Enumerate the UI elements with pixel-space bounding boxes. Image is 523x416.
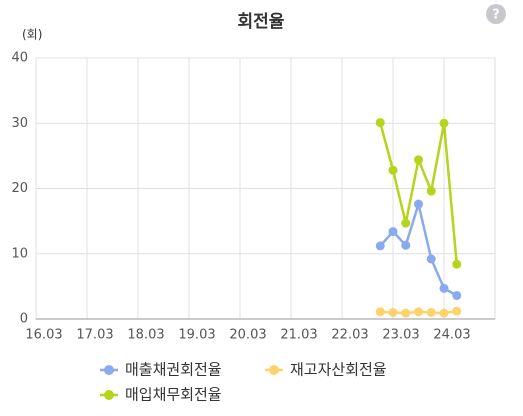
legend-label: 매출채권회전율 <box>125 361 222 379</box>
y-tick-label: 0 <box>20 312 28 327</box>
data-point <box>414 199 423 209</box>
data-point <box>426 307 436 317</box>
y-tick-label: 40 <box>11 51 28 66</box>
data-point <box>401 218 411 228</box>
series-line <box>379 122 458 265</box>
y-axis-label: (회) <box>22 28 42 42</box>
legend-item[interactable]: 재고자산회전율 <box>265 361 387 379</box>
x-tick-label: 17.03 <box>76 328 113 343</box>
data-point <box>388 307 398 317</box>
data-point <box>388 165 398 175</box>
help-circle <box>486 4 506 24</box>
data-point <box>439 118 449 128</box>
x-tick-label: 23.03 <box>382 328 419 343</box>
y-tick-label: 30 <box>11 116 28 131</box>
data-point <box>452 259 462 269</box>
x-tick-label: 21.03 <box>280 328 317 343</box>
help-icon[interactable]: ? <box>486 4 506 24</box>
x-tick-label: 16.03 <box>25 328 62 343</box>
x-tick-label: 19.03 <box>178 328 215 343</box>
legend-item[interactable]: 매출채권회전율 <box>100 361 222 379</box>
data-point <box>439 308 449 318</box>
data-point <box>414 155 423 165</box>
data-point <box>439 283 449 293</box>
chart-title: 회전율 <box>238 12 285 32</box>
legend-label: 재고자산회전율 <box>290 361 387 379</box>
x-tick-label: 20.03 <box>229 328 266 343</box>
legend-marker <box>104 365 114 375</box>
help-glyph: ? <box>492 8 500 23</box>
legend-marker <box>269 365 279 375</box>
legend-marker <box>104 390 114 400</box>
x-tick-label: 24.03 <box>433 328 470 343</box>
data-point <box>401 240 411 250</box>
x-tick-label: 18.03 <box>127 328 164 343</box>
series-line <box>379 199 458 297</box>
data-point <box>375 307 385 317</box>
data-point <box>388 227 398 237</box>
data-point <box>401 308 411 318</box>
data-point <box>375 118 385 128</box>
data-point <box>452 306 462 316</box>
legend-label: 매입채무회전율 <box>125 386 222 404</box>
y-tick-label: 20 <box>11 181 28 196</box>
data-point <box>375 241 385 251</box>
data-point <box>414 307 423 317</box>
data-point <box>426 254 436 264</box>
y-tick-label: 10 <box>11 246 28 261</box>
x-tick-label: 22.03 <box>331 328 368 343</box>
data-point <box>452 291 462 301</box>
data-point <box>426 186 436 196</box>
legend-item[interactable]: 매입채무회전율 <box>100 386 222 404</box>
